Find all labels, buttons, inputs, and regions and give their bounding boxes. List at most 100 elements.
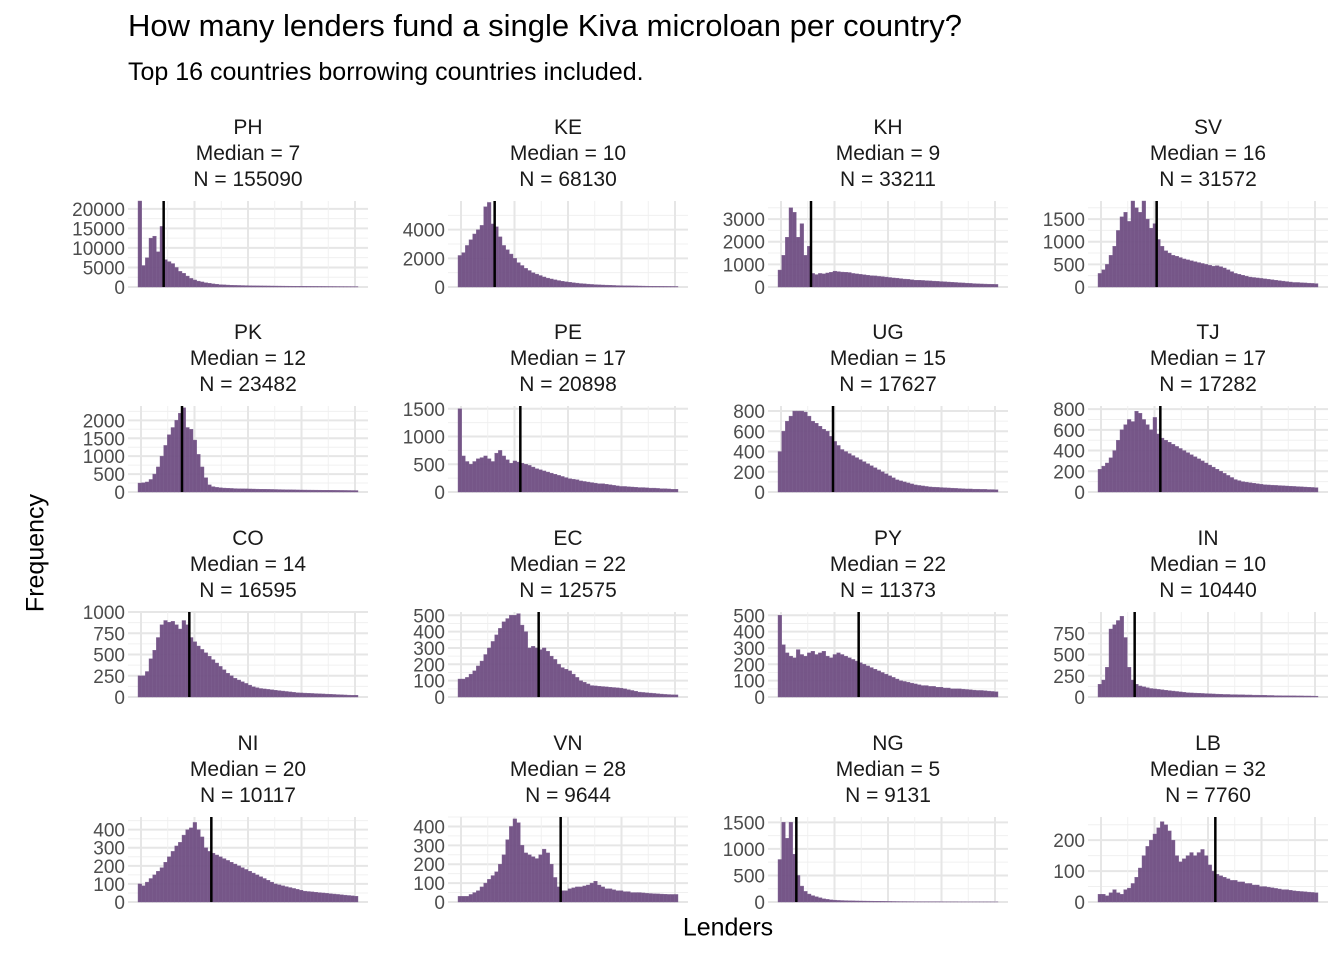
histogram-bar (615, 285, 620, 288)
facet-strip-country: VN (553, 732, 582, 755)
facet-panel-ph: PH Median = 7 N = 155090 050001000015000200… (72, 116, 368, 299)
facet-strip-country: PK (234, 321, 262, 344)
histogram-bar (262, 489, 267, 493)
histogram-bar (145, 671, 150, 698)
histogram-bar (148, 479, 153, 493)
histogram-bar (1218, 266, 1223, 288)
histogram-bar (1255, 694, 1260, 698)
histogram-bar (1259, 484, 1264, 493)
histogram-bar (1145, 846, 1150, 903)
histogram-bar (1259, 695, 1264, 698)
histogram-bar (950, 688, 955, 698)
histogram-bar (586, 884, 591, 903)
histogram-bar (1134, 877, 1139, 903)
histogram-bar (1295, 695, 1300, 698)
histogram-bar (1138, 212, 1143, 288)
histogram-bar (531, 856, 536, 903)
y-tick-label: 500 (1053, 646, 1085, 667)
y-tick-label: 1500 (83, 429, 125, 450)
histogram-bar (637, 285, 642, 288)
histogram-bar (1196, 262, 1201, 288)
histogram-bar (917, 684, 922, 698)
histogram-bar (615, 890, 620, 903)
histogram-bar (869, 900, 874, 903)
histogram-bar (461, 252, 466, 288)
histogram-bar (266, 489, 271, 493)
histogram-bar (461, 678, 466, 698)
histogram-bar (843, 451, 848, 493)
histogram-bar (803, 255, 808, 288)
facet-strip-n: N = 33211 (840, 168, 936, 191)
facet-strip-country: PY (874, 527, 902, 550)
histogram-bar (821, 898, 826, 903)
histogram-bar (972, 689, 977, 698)
histogram-bar (862, 461, 867, 493)
histogram-bar (571, 673, 576, 698)
histogram-bar (527, 465, 532, 493)
histogram-bar (1207, 864, 1212, 903)
y-tick-label: 100 (1053, 862, 1085, 883)
histogram-bar (1138, 867, 1143, 903)
histogram-bar (1251, 884, 1256, 903)
histogram-bar (233, 285, 238, 288)
histogram-bar (862, 664, 867, 698)
histogram-bar (1119, 616, 1124, 698)
histogram-bar (343, 694, 348, 698)
histogram-bar (207, 656, 212, 698)
histogram-bar (483, 882, 488, 903)
histogram-bar (189, 278, 194, 288)
histogram-bar (137, 482, 142, 493)
histogram-bar (255, 874, 260, 903)
facet-strip-country: PH (233, 116, 262, 139)
histogram-bar (854, 900, 859, 903)
histogram-bar (505, 249, 510, 288)
histogram-bar (840, 654, 845, 698)
histogram-bar (600, 483, 605, 493)
facet-strip-n: N = 16595 (199, 579, 297, 602)
histogram-bar (1303, 695, 1308, 698)
histogram-bar (619, 285, 624, 288)
histogram-bar (284, 489, 289, 493)
y-tick-label: 2000 (723, 233, 765, 254)
histogram-bar (1123, 889, 1128, 903)
histogram-bar (1259, 278, 1264, 288)
histogram-bar (1273, 485, 1278, 493)
histogram-bar (310, 489, 315, 493)
histogram-bar (1207, 265, 1212, 288)
histogram-bar (630, 690, 635, 698)
histogram-bar (1292, 486, 1297, 493)
histogram-bar (1141, 686, 1146, 698)
histogram-bar (799, 410, 804, 493)
histogram-bar (902, 481, 907, 493)
histogram-bar (1189, 260, 1194, 288)
histogram-bar (630, 892, 635, 903)
histogram-bar (946, 487, 951, 493)
histogram-bar (229, 285, 234, 288)
histogram-bar (1270, 887, 1275, 903)
y-tick-label: 100 (413, 874, 445, 895)
histogram-bar (1262, 886, 1267, 903)
histogram-bar (986, 489, 991, 493)
histogram-bar (803, 655, 808, 698)
histogram-bar (324, 490, 329, 493)
histogram-bar (1314, 892, 1319, 903)
histogram-bar (494, 871, 499, 903)
facet-strip-median: Median = 14 (190, 553, 306, 576)
histogram-bar (516, 262, 521, 288)
chart-subtitle: Top 16 countries borrowing countries inc… (128, 58, 644, 86)
histogram-bar (181, 273, 186, 288)
histogram-bar (185, 829, 190, 903)
histogram-bar (593, 685, 598, 698)
histogram-bar (832, 654, 837, 698)
histogram-bar (163, 862, 168, 903)
histogram-bar (156, 637, 161, 698)
histogram-bar (1112, 624, 1117, 698)
histogram-bar (247, 285, 252, 288)
histogram-bar (501, 621, 506, 698)
facet-strip-median: Median = 12 (190, 347, 306, 370)
histogram-bar (935, 686, 940, 698)
facet-strip-n: N = 155090 (193, 168, 302, 191)
histogram-bar (1127, 667, 1132, 698)
histogram-bar (788, 415, 793, 493)
histogram-bar (545, 651, 550, 698)
